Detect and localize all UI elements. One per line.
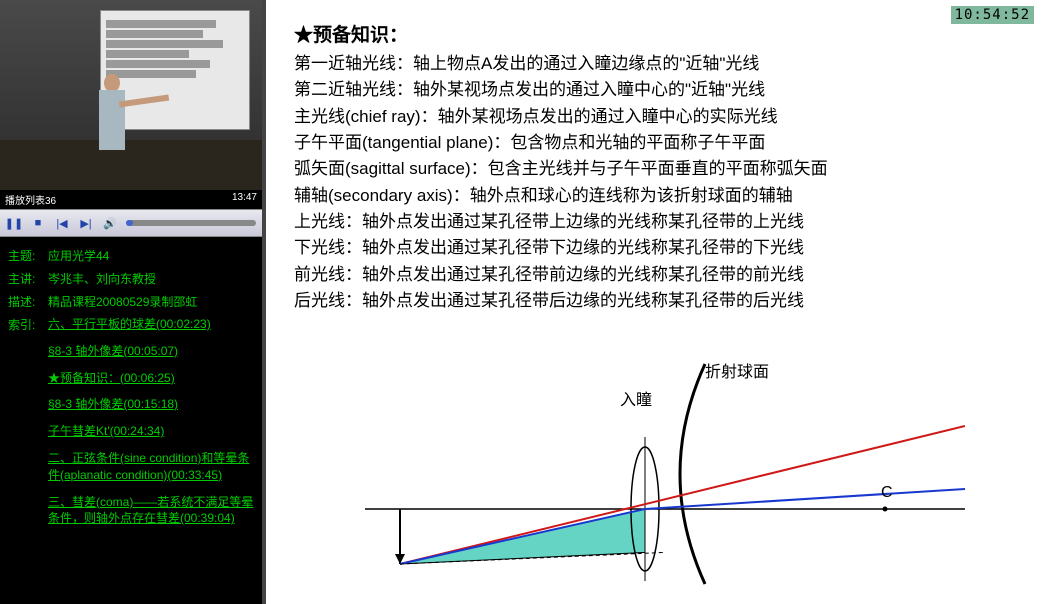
index-link[interactable]: 三、彗差(coma)——若系统不满足等晕条件，则轴外点存在彗差(00:39:04… bbox=[48, 494, 254, 528]
optics-diagram: 入瞳 折射球面 C bbox=[365, 334, 965, 594]
slide-text-line: 上光线：轴外点发出通过某孔径带上边缘的光线称某孔径带的上光线 bbox=[294, 209, 1036, 235]
slide-text-line: 子午平面(tangential plane)：包含物点和光轴的平面称子午平面 bbox=[294, 130, 1036, 156]
desc-value: 精品课程20080529录制邵虹 bbox=[48, 293, 197, 310]
pause-button[interactable]: ❚❚ bbox=[6, 215, 22, 231]
slide-text-line: 辅轴(secondary axis)：轴外点和球心的连线称为该折射球面的辅轴 bbox=[294, 183, 1036, 209]
surface-label: 折射球面 bbox=[705, 358, 769, 382]
index-link[interactable]: ★预备知识：(00:06:25) bbox=[48, 370, 254, 387]
index-link[interactable]: 二、正弦条件(sine condition)和等晕条件(aplanatic co… bbox=[48, 450, 254, 484]
left-sidebar: 播放列表36 13:47 ❚❚ ■ |◀ ▶| 🔊 主题:应用光学44 主讲:岑… bbox=[0, 0, 262, 604]
volume-slider[interactable] bbox=[126, 220, 256, 226]
timestamp: 10:54:52 bbox=[951, 6, 1034, 24]
slide-text-line: 前光线：轴外点发出通过某孔径带前边缘的光线称某孔径带的前光线 bbox=[294, 262, 1036, 288]
volume-icon[interactable]: 🔊 bbox=[102, 215, 118, 231]
slide-text-line: 第一近轴光线：轴上物点A发出的通过入瞳边缘点的"近轴"光线 bbox=[294, 51, 1036, 77]
pupil-label: 入瞳 bbox=[620, 386, 652, 410]
topic-label: 主题: bbox=[8, 247, 48, 264]
desc-label: 描述: bbox=[8, 293, 48, 310]
index-link[interactable]: 六、平行平板的球差(00:02:23) bbox=[48, 316, 254, 333]
index-link[interactable]: §8-3 轴外像差(00:05:07) bbox=[48, 343, 254, 360]
info-panel: 主题:应用光学44 主讲:岑兆丰、刘向东教授 描述:精品课程20080529录制… bbox=[0, 237, 262, 604]
slide-text-line: 主光线(chief ray)：轴外某视场点发出的通过入瞳中心的实际光线 bbox=[294, 104, 1036, 130]
prev-button[interactable]: |◀ bbox=[54, 215, 70, 231]
playlist-bar: 播放列表36 13:47 bbox=[0, 190, 262, 209]
player-controls: ❚❚ ■ |◀ ▶| 🔊 bbox=[0, 209, 262, 237]
index-link[interactable]: §8-3 轴外像差(00:15:18) bbox=[48, 396, 254, 413]
slide-title: ★预备知识： bbox=[294, 20, 1036, 47]
slide-text-line: 下光线：轴外点发出通过某孔径带下边缘的光线称某孔径带的下光线 bbox=[294, 235, 1036, 261]
index-label: 索引: bbox=[8, 316, 48, 537]
lecturer-label: 主讲: bbox=[8, 270, 48, 287]
stop-button[interactable]: ■ bbox=[30, 215, 46, 231]
index-link[interactable]: 子午彗差Kt'(00:24:34) bbox=[48, 423, 254, 440]
playlist-time: 13:47 bbox=[232, 192, 257, 207]
slide-text-line: 弧矢面(sagittal surface)：包含主光线并与子午平面垂直的平面称弧… bbox=[294, 156, 1036, 182]
video-thumbnail[interactable] bbox=[0, 0, 262, 190]
c-label: C bbox=[881, 484, 893, 502]
slide-panel: 10:54:52 ★预备知识： 第一近轴光线：轴上物点A发出的通过入瞳边缘点的"… bbox=[262, 0, 1064, 604]
playlist-name: 播放列表36 bbox=[5, 192, 56, 207]
lecturer-value: 岑兆丰、刘向东教授 bbox=[48, 270, 156, 287]
slide-text-line: 后光线：轴外点发出通过某孔径带后边缘的光线称某孔径带的后光线 bbox=[294, 288, 1036, 314]
next-button[interactable]: ▶| bbox=[78, 215, 94, 231]
topic-value: 应用光学44 bbox=[48, 247, 109, 264]
slide-text-line: 第二近轴光线：轴外某视场点发出的通过入瞳中心的"近轴"光线 bbox=[294, 77, 1036, 103]
